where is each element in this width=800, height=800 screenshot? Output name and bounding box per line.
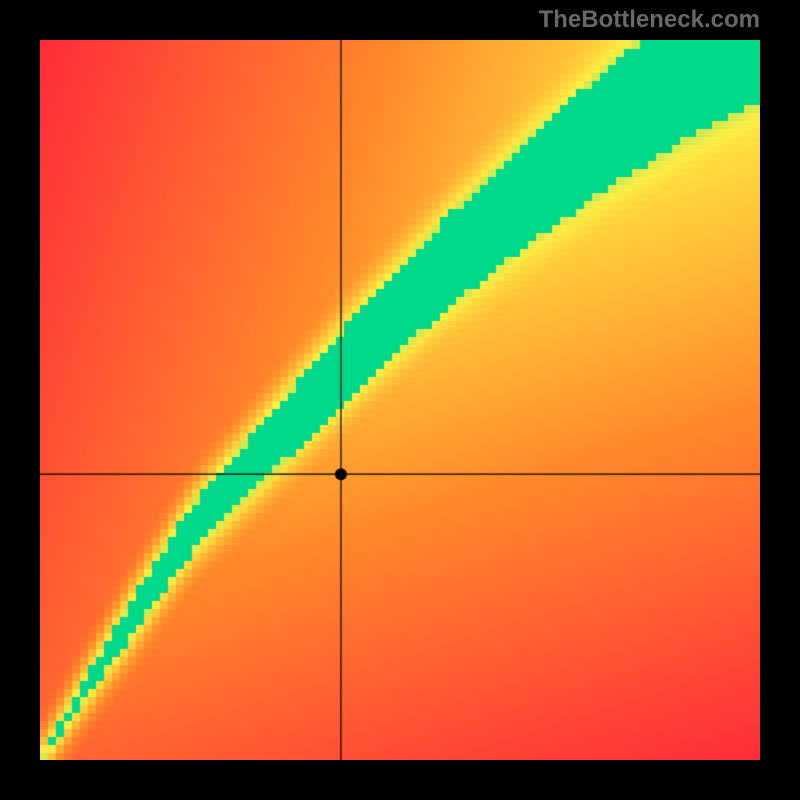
- heatmap-canvas: [40, 40, 760, 760]
- watermark-text: TheBottleneck.com: [539, 6, 760, 34]
- bottleneck-heatmap: [40, 40, 760, 760]
